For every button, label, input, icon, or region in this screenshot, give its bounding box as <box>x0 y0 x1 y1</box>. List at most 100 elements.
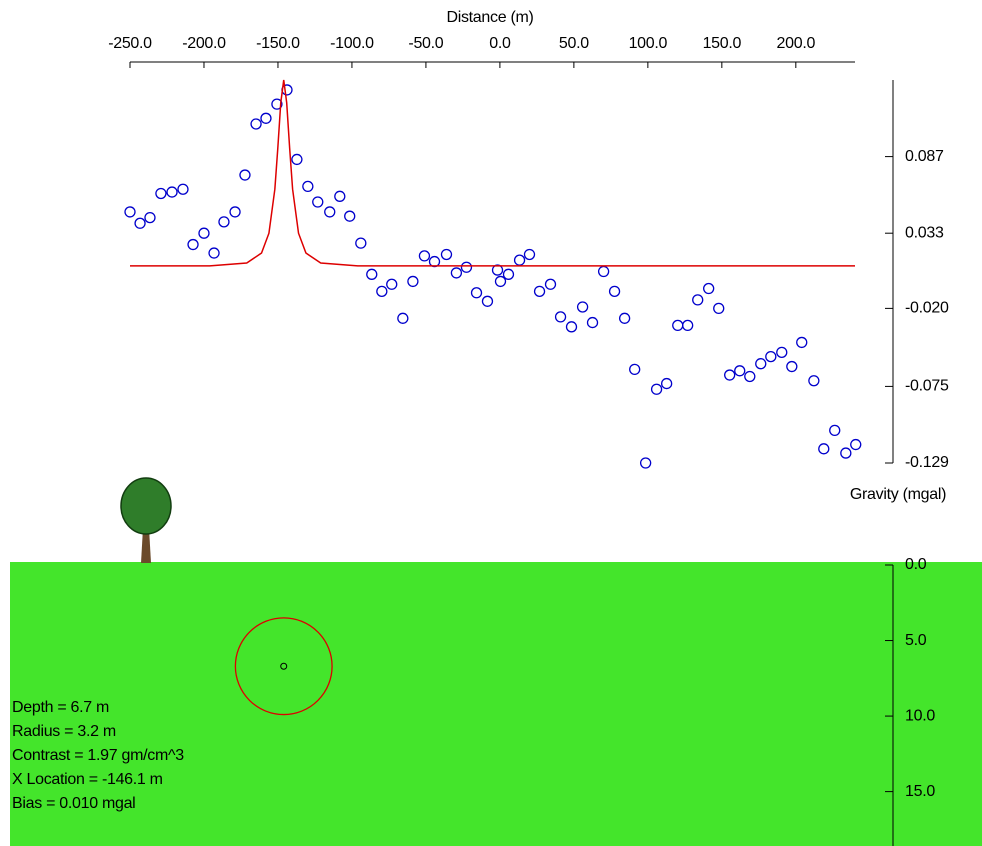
depth-tick-label: 15.0 <box>905 783 935 800</box>
data-point <box>650 383 663 395</box>
data-point <box>586 316 599 329</box>
data-point <box>808 375 820 387</box>
x-tick-label: 100.0 <box>629 35 668 52</box>
x-tick-label: -100.0 <box>330 35 374 52</box>
data-point <box>703 282 715 295</box>
data-point <box>576 301 589 313</box>
data-point <box>744 370 756 383</box>
sphere-center <box>280 662 288 670</box>
x-tick-label: -50.0 <box>408 35 443 52</box>
depth-tick-label: 0.0 <box>905 556 927 573</box>
depth-tick-label: 5.0 <box>905 632 927 649</box>
data-point <box>818 443 830 455</box>
data-point <box>376 285 388 298</box>
data-point <box>470 287 483 299</box>
data-point <box>418 250 431 262</box>
x-tick-label: -150.0 <box>256 35 300 52</box>
data-point <box>397 312 409 324</box>
data-point <box>660 377 673 390</box>
y-tick-label: -0.075 <box>905 378 949 395</box>
data-point <box>144 211 156 224</box>
data-point <box>597 265 610 278</box>
tree <box>120 477 172 563</box>
data-point <box>682 319 694 332</box>
model-curve <box>130 79 855 267</box>
data-point <box>239 169 251 181</box>
data-point <box>428 255 441 268</box>
data-point <box>554 311 567 323</box>
data-point <box>324 206 336 218</box>
data-point <box>629 363 641 376</box>
data-point <box>850 438 862 451</box>
data-point <box>639 457 652 469</box>
data-point <box>355 237 367 249</box>
data-point <box>440 248 453 261</box>
data-point <box>250 118 262 130</box>
data-point <box>271 98 283 110</box>
data-point <box>765 350 777 363</box>
data-point <box>334 190 346 202</box>
parameter-label: X Location = -146.1 m <box>12 771 163 788</box>
y-axis-title: Gravity (mgal) <box>850 486 946 503</box>
data-point <box>840 447 852 459</box>
tree-crown <box>120 477 172 535</box>
data-point <box>786 360 798 373</box>
data-point <box>134 217 146 229</box>
data-point <box>312 196 324 208</box>
data-point <box>494 275 507 288</box>
data-point <box>829 424 841 437</box>
data-point <box>513 254 526 266</box>
data-point <box>491 264 504 276</box>
sphere <box>234 617 333 716</box>
tree-trunk <box>141 528 151 563</box>
data-point <box>544 278 557 290</box>
data-point <box>260 112 272 124</box>
data-point <box>187 238 199 251</box>
depth-tick-label: 10.0 <box>905 707 935 724</box>
data-point <box>166 186 178 198</box>
data-point <box>344 210 356 222</box>
data-point <box>755 358 767 370</box>
data-point <box>386 278 398 290</box>
parameter-label: Radius = 3.2 m <box>12 723 116 740</box>
data-point <box>692 294 704 306</box>
data-point <box>198 227 210 239</box>
data-point <box>229 206 241 218</box>
data-point <box>302 180 314 193</box>
data-point <box>533 285 546 298</box>
y-tick-label: -0.020 <box>905 300 949 317</box>
data-point <box>481 295 494 307</box>
ground <box>10 562 982 846</box>
data-point <box>523 248 536 261</box>
data-point <box>291 153 303 166</box>
y-tick-label: -0.129 <box>905 454 949 471</box>
data-point <box>460 261 473 273</box>
x-tick-label: -200.0 <box>182 35 226 52</box>
data-point <box>796 336 808 349</box>
data-point <box>713 302 725 315</box>
data-point <box>407 275 419 288</box>
data-point <box>724 369 736 381</box>
x-axis-title: Distance (m) <box>446 9 533 26</box>
data-point <box>208 247 220 259</box>
x-tick-label: 0.0 <box>489 35 511 52</box>
parameter-label: Bias = 0.010 mgal <box>12 795 135 812</box>
x-tick-label: 200.0 <box>777 35 816 52</box>
data-point <box>366 268 378 280</box>
y-tick-label: 0.033 <box>905 224 944 241</box>
x-tick-label: 150.0 <box>703 35 742 52</box>
data-point <box>565 321 578 333</box>
data-point <box>672 319 684 332</box>
data-point <box>608 285 621 298</box>
parameter-label: Contrast = 1.97 gm/cm^3 <box>12 747 184 764</box>
parameter-label: Depth = 6.7 m <box>12 699 109 716</box>
y-tick-label: 0.087 <box>905 148 944 165</box>
x-tick-label: 50.0 <box>559 35 589 52</box>
x-tick-label: -250.0 <box>108 35 152 52</box>
data-point <box>124 206 136 218</box>
data-point <box>450 267 463 279</box>
data-point <box>776 346 788 359</box>
data-point <box>177 183 189 195</box>
data-point <box>218 216 230 228</box>
